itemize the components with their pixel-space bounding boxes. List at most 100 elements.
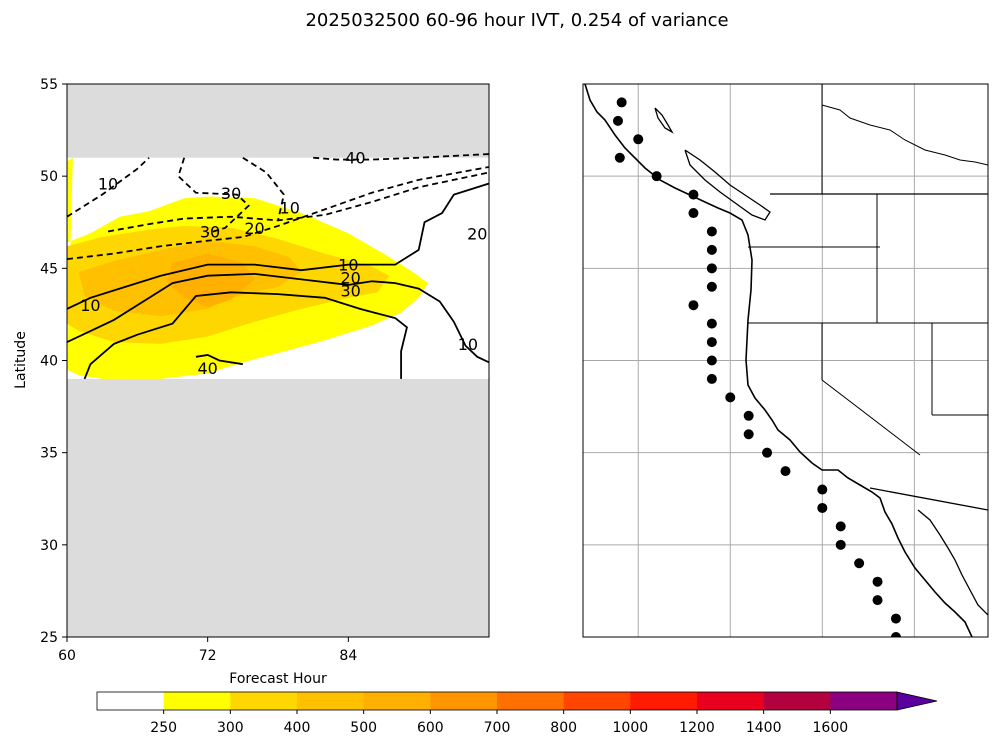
contour-line-10-dashed (242, 156, 285, 221)
contour-label: 40 (345, 149, 365, 168)
contour-label: 20 (467, 224, 487, 243)
station-point (706, 244, 717, 255)
y-tick-label: 45 (40, 261, 58, 277)
border-us-mexico (869, 487, 988, 511)
colorbar-tick-label: 1600 (813, 720, 849, 736)
station-point (616, 97, 627, 108)
contour-label: 10 (338, 256, 358, 275)
y-tick-label: 40 (40, 354, 58, 370)
station-point (780, 466, 791, 477)
map-panel (582, 83, 989, 638)
map-features (584, 84, 988, 637)
station-point (725, 392, 736, 403)
colorbar-ticks: 250 300 400 500 600 700 800 1000 1200 1400 1600 (150, 710, 848, 736)
station-point (706, 226, 717, 237)
station-point (817, 502, 828, 513)
colorbar-cells (97, 692, 898, 710)
station-point (835, 539, 846, 550)
colorbar-cell (163, 692, 231, 710)
station-point (633, 134, 644, 145)
coastline (584, 84, 973, 637)
colorbar-cell (497, 692, 565, 710)
colorbar-tick-label: 250 (150, 720, 177, 736)
contour-label: 10 (80, 296, 100, 315)
colorbar-tick-label: 600 (417, 720, 444, 736)
contour-line-30-solid (83, 291, 408, 380)
colorbar-tick-label: 800 (550, 720, 577, 736)
contour-line-40-solid (195, 354, 243, 366)
station-point (688, 300, 699, 311)
border-california-nevada (821, 379, 921, 456)
contour-line-20-solid (67, 272, 489, 364)
colorbar-tick-label: 500 (350, 720, 377, 736)
station-point (706, 373, 717, 384)
contour-label: 10 (458, 335, 478, 354)
station-point (743, 410, 754, 421)
station-point (688, 189, 699, 200)
canada-coast-detail (821, 104, 988, 166)
figure-title: 2025032500 60-96 hour IVT, 0.254 of vari… (305, 10, 728, 31)
colorbar-tick-label: 700 (484, 720, 511, 736)
filled-contour-500 (166, 253, 255, 308)
colorbar-cell (297, 692, 365, 710)
y-tick-label: 35 (40, 446, 58, 462)
station-point (688, 208, 699, 219)
contour-label: 40 (197, 359, 217, 378)
station-point (835, 521, 846, 532)
station-point (762, 447, 773, 458)
contour-label: 10 (280, 199, 300, 218)
station-point (651, 171, 662, 182)
contour-line-10-solid (67, 182, 489, 310)
baja-inner-coast (917, 509, 988, 616)
colorbar-tick-label: 1400 (746, 720, 782, 736)
contour-label: 30 (221, 184, 241, 203)
contour-label: 20 (340, 269, 360, 288)
x-tick-label: 60 (58, 648, 76, 664)
station-point (614, 152, 625, 163)
y-axis-ticks: 25 30 35 40 45 50 55 (40, 77, 67, 646)
y-tick-label: 55 (40, 77, 58, 93)
station-point (743, 429, 754, 440)
y-tick-label: 50 (40, 169, 58, 185)
colorbar-tick-label: 300 (217, 720, 244, 736)
colorbar-cell (363, 692, 431, 710)
station-point (854, 558, 865, 569)
station-point (872, 595, 883, 606)
station-point (890, 613, 901, 624)
y-axis-label: Latitude (13, 331, 29, 389)
contour-label: 10 (98, 175, 118, 194)
station-point (706, 263, 717, 274)
vancouver-island (684, 149, 771, 221)
contour-line-30-dashed (177, 157, 251, 235)
contour-label: 30 (340, 281, 360, 300)
colorbar-cell (563, 692, 631, 710)
colorbar-cell (763, 692, 831, 710)
colorbar-cell (697, 692, 765, 710)
station-point (706, 318, 717, 329)
station-point (612, 115, 623, 126)
colorbar-tick-label: 1000 (613, 720, 649, 736)
y-tick-label: 25 (40, 630, 58, 646)
colorbar: 250 300 400 500 600 700 800 1000 1200 1400 1600 (96, 691, 938, 736)
colorbar-cell (97, 692, 165, 710)
colorbar-tick-label: 1200 (679, 720, 715, 736)
contour-line-40-dashed (313, 153, 489, 161)
colorbar-cell (230, 692, 298, 710)
station-point (872, 576, 883, 587)
x-axis-label: Forecast Hour (229, 671, 327, 687)
station-point (706, 281, 717, 292)
contour-line-10-dashed (67, 157, 150, 218)
contour-line-20-dashed (67, 166, 489, 261)
station-point (706, 337, 717, 348)
island-coast (654, 107, 674, 134)
contour-label: 20 (244, 219, 264, 238)
colorbar-cell (430, 692, 498, 710)
colorbar-cell (630, 692, 698, 710)
map-frame (582, 83, 989, 638)
station-point (817, 484, 828, 495)
contour-label: 30 (200, 222, 220, 241)
x-tick-label: 72 (199, 648, 217, 664)
